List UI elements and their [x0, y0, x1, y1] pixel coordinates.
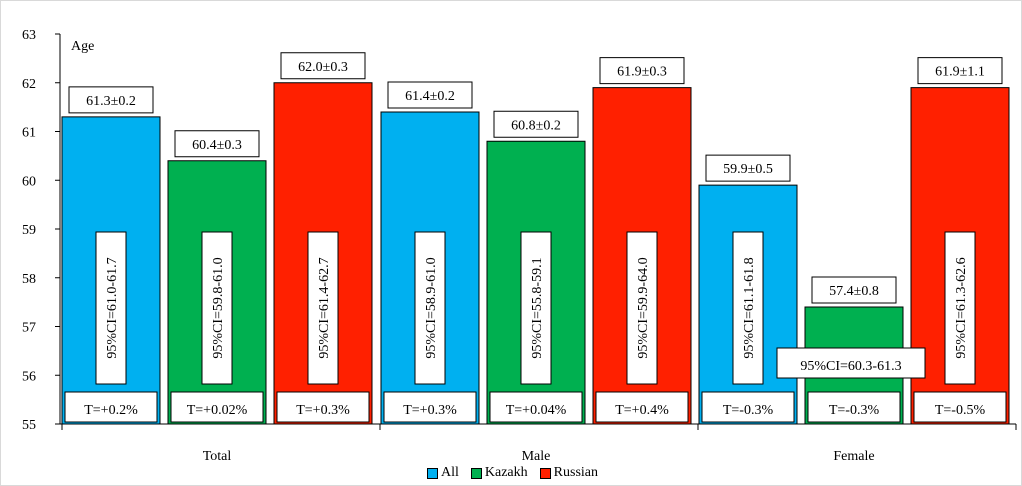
t-label-box — [807, 391, 901, 423]
t-label-box — [595, 391, 689, 423]
legend-label: Russian — [553, 465, 598, 480]
t-label-box — [383, 391, 477, 423]
t-label: T=+0.04% — [506, 403, 567, 418]
t-label: T=-0.3% — [829, 403, 880, 418]
data-label: 61.9±1.1 — [935, 65, 985, 80]
chart-legend: All Kazakh Russian — [427, 465, 598, 481]
data-label: 61.4±0.2 — [405, 89, 455, 104]
data-label: 60.4±0.3 — [192, 138, 242, 153]
ci-label-box — [626, 231, 658, 385]
value-label-box — [174, 130, 260, 158]
value-label-box — [387, 81, 473, 109]
ci-label: 95%CI=61.4-62.7 — [317, 257, 332, 358]
ci-label-box — [776, 347, 926, 379]
ci-label-box — [414, 231, 446, 385]
t-label-box — [64, 391, 158, 423]
value-label-box — [705, 154, 791, 182]
t-label: T=+0.3% — [296, 403, 350, 418]
t-label: T=-0.5% — [935, 403, 986, 418]
legend-item: Russian — [539, 465, 598, 481]
legend-swatch — [470, 467, 482, 479]
legend-label: Kazakh — [484, 465, 528, 480]
x-tick-label: Total — [203, 449, 232, 464]
y-tick-label: 61 — [22, 126, 36, 141]
legend-swatch — [539, 467, 551, 479]
y-tick-label: 59 — [22, 223, 36, 238]
data-label: 59.9±0.5 — [723, 162, 773, 177]
y-tick-label: 56 — [22, 369, 36, 384]
ci-label: 95%CI=61.0-61.7 — [105, 257, 120, 358]
y-tick-label: 55 — [22, 418, 36, 433]
t-label: T=-0.3% — [723, 403, 774, 418]
ci-label: 95%CI=61.3-62.6 — [954, 257, 969, 358]
ci-label-box — [201, 231, 233, 385]
value-label-box — [811, 276, 897, 304]
value-label-box — [917, 57, 1003, 85]
t-label: T=+0.4% — [615, 403, 669, 418]
y-tick-label: 63 — [22, 28, 36, 43]
ci-label: 95%CI=58.9-61.0 — [424, 257, 439, 358]
legend-label: All — [441, 465, 459, 480]
data-label: 60.8±0.2 — [511, 118, 561, 133]
ci-label-box — [944, 231, 976, 385]
t-label-box — [170, 391, 264, 423]
data-label: 57.4±0.8 — [829, 284, 879, 299]
value-label-box — [599, 57, 685, 85]
ci-label-box — [307, 231, 339, 385]
t-label-box — [489, 391, 583, 423]
y-tick-label: 57 — [22, 321, 36, 336]
value-label-box — [493, 110, 579, 138]
data-label: 61.3±0.2 — [86, 94, 136, 109]
value-label-box — [68, 86, 154, 114]
ci-label: 95%CI=59.9-64.0 — [636, 257, 651, 358]
ci-label: 95%CI=60.3-61.3 — [800, 359, 901, 374]
t-label-box — [913, 391, 1007, 423]
ci-label-box — [732, 231, 764, 385]
x-tick-label: Male — [522, 449, 551, 464]
value-label-box — [280, 52, 366, 80]
data-label: 62.0±0.3 — [298, 60, 348, 75]
t-label-box — [276, 391, 370, 423]
t-label: T=+0.3% — [403, 403, 457, 418]
y-tick-label: 58 — [22, 272, 36, 287]
data-label: 61.9±0.3 — [617, 65, 667, 80]
legend-item: Kazakh — [470, 465, 528, 481]
y-axis-label: Age — [71, 39, 94, 54]
ci-label-box — [520, 231, 552, 385]
y-tick-label: 60 — [22, 174, 36, 189]
legend-swatch — [427, 467, 438, 479]
ci-label-box — [95, 231, 127, 385]
y-tick-label: 62 — [22, 77, 36, 92]
t-label: T=+0.02% — [187, 403, 248, 418]
t-label-box — [701, 391, 795, 423]
legend-item: All — [427, 465, 459, 481]
x-tick-label: Female — [833, 449, 874, 464]
ci-label: 95%CI=61.1-61.8 — [742, 257, 757, 358]
t-label: T=+0.2% — [84, 403, 138, 418]
ci-label: 95%CI=55.8-59.1 — [530, 257, 545, 358]
ci-label: 95%CI=59.8-61.0 — [211, 257, 226, 358]
